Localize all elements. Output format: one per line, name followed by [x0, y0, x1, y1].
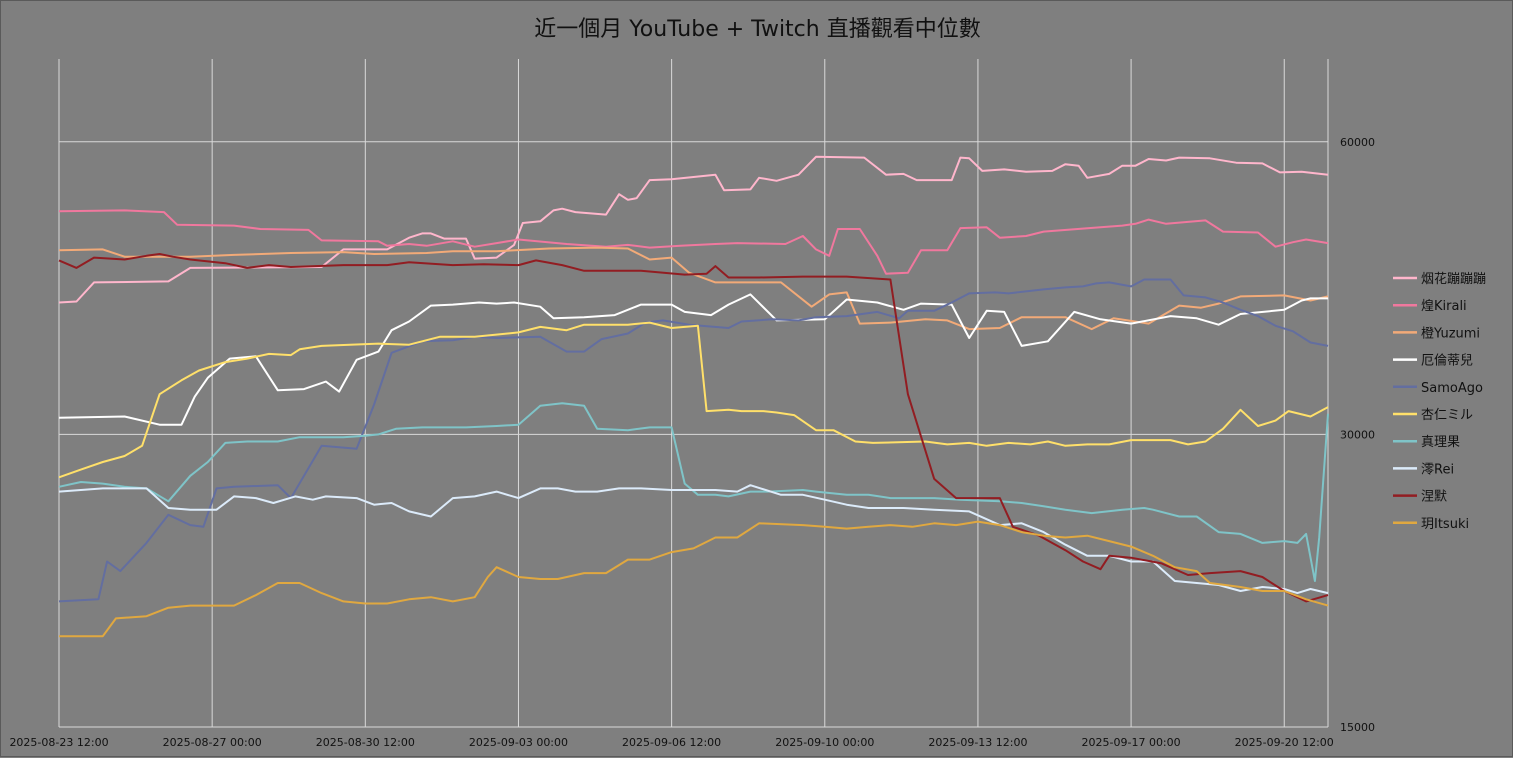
series-line-1 [58, 209, 1329, 275]
series-line-0 [58, 155, 1329, 304]
grid-lines [58, 59, 1329, 728]
x-tick-label: 2025-09-03 00:00 [469, 736, 568, 749]
x-tick-labels: 2025-08-23 12:00 2025-08-27 00:00 2025-08-… [9, 736, 1333, 749]
legend-entry: 厄倫蒂兒 [1421, 354, 1473, 369]
y-tick-labels: 15000 30000 60000 [1340, 136, 1375, 734]
series-line-4 [58, 278, 1329, 603]
y-tick-label: 60000 [1340, 136, 1375, 149]
x-tick-label: 2025-08-30 12:00 [316, 736, 415, 749]
x-tick-label: 2025-09-10 00:00 [775, 736, 874, 749]
series-line-3 [58, 293, 1328, 426]
x-tick-label: 2025-08-27 00:00 [163, 736, 262, 749]
chart-title: 近一個月 YouTube + Twitch 直播觀看中位數 [534, 17, 981, 42]
x-tick-label: 2025-09-20 12:00 [1235, 736, 1334, 749]
legend-entry: 煌Kirali [1421, 299, 1467, 314]
series-line-6 [58, 402, 1329, 582]
x-tick-label: 2025-09-13 12:00 [928, 736, 1027, 749]
legend-entry: 涅默 [1421, 489, 1447, 505]
series-lines [58, 155, 1329, 638]
x-tick-label: 2025-08-23 12:00 [9, 736, 108, 749]
legend-entry: 烟花蹦蹦蹦 [1421, 271, 1486, 287]
legend-entry: 杏仁ミル [1421, 408, 1473, 423]
y-tick-label: 15000 [1340, 721, 1375, 734]
series-line-7 [58, 484, 1329, 595]
legend-entry: 澪Rei [1421, 462, 1454, 477]
series-line-2 [58, 246, 1329, 331]
legend-entry: 玥Itsuki [1421, 517, 1469, 532]
y-tick-label: 30000 [1340, 428, 1375, 441]
series-line-9 [59, 520, 1329, 638]
legend-entry: 真理果 [1421, 435, 1460, 450]
legend-entry: 橙Yuzumi [1421, 326, 1480, 341]
legend-entry: SamoAgo [1421, 381, 1483, 396]
x-tick-label: 2025-09-06 12:00 [622, 736, 721, 749]
series-line-5 [58, 321, 1329, 479]
series-line-8 [58, 253, 1329, 603]
x-tick-label: 2025-09-17 00:00 [1082, 736, 1181, 749]
